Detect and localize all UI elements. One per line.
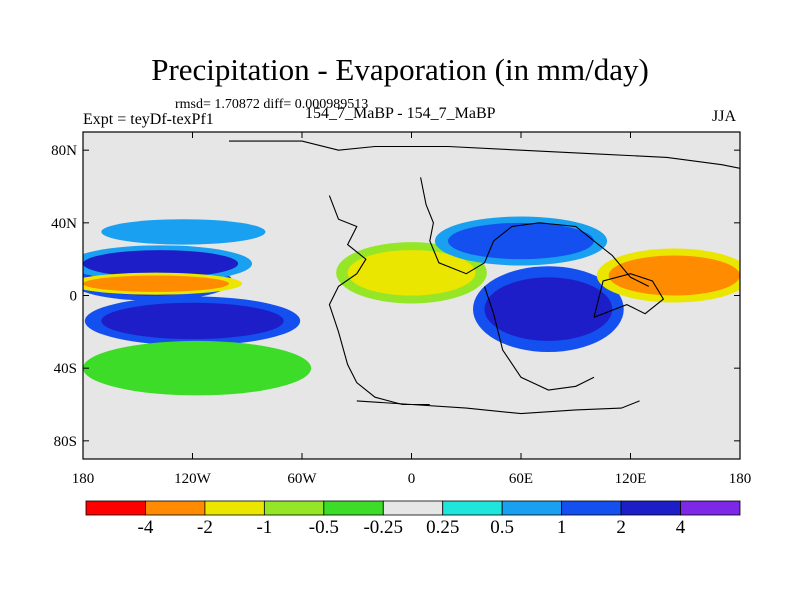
coastline-segment [593,273,665,318]
y-tick-label: 40S [54,361,77,377]
colorbar-label: -1 [256,517,273,538]
coastline-layer [229,140,740,415]
field-layer [83,132,740,459]
y-tick-label: 40N [51,216,77,232]
field-pacific-north-band [83,250,239,278]
colorbar-label: -4 [137,517,154,538]
y-tick-label: 0 [70,289,78,305]
colorbar-label: -2 [196,517,213,538]
colorbar-swatch [323,500,384,516]
axes-layer: 180 120W 60W 0 60E 120E 180 80N 40N 0 40S 80S [51,132,751,487]
field-southern-ocean-green [83,340,312,396]
colorbar-swatch [204,500,265,516]
colorbar [85,500,741,516]
colorbar-swatch [620,500,681,516]
x-tick-label: 60E [509,471,533,487]
field-continent-interior-dry [347,250,476,296]
field-west-pacific-dry [608,255,740,296]
colorbar-label: 0.5 [490,517,515,538]
stats-text: rmsd= 1.70872 diff= 0.000989513 [175,97,369,112]
chart-title: Precipitation - Evaporation (in mm/day) [151,52,649,87]
coastline-segment [229,140,740,169]
field-north-africa-wet [448,222,594,260]
colorbar-swatch [442,500,503,516]
experiment-label: Expt = teyDf-texPf1 [83,111,214,128]
colorbar-label: 0.25 [426,517,460,538]
y-tick-label: 80S [54,434,77,450]
coastline-segment [420,177,650,287]
x-tick-label: 180 [729,471,752,487]
x-tick-label: 60W [287,471,317,487]
run-label: 154_7_MaBP - 154_7_MaBP [305,105,496,122]
coastline-segment [356,400,640,415]
field-pacific-equatorial-dry [83,275,229,292]
field-pacific-north-cyan [101,219,266,245]
x-tick-label: 120W [174,471,212,487]
colorbar-label: 2 [616,517,626,538]
colorbar-label: -0.5 [308,517,339,538]
y-tick-label: 80N [51,143,77,159]
x-tick-label: 0 [408,471,416,487]
colorbar-swatch [501,500,563,516]
colorbar-label: -0.25 [363,517,404,538]
x-tick-label: 120E [615,471,647,487]
colorbar-label: 4 [675,517,686,538]
field-indian-monsoon-wet [484,277,613,341]
colorbar-swatch [382,500,444,516]
coastline-segment [328,195,430,406]
coastline-segment [483,286,595,391]
field-pacific-south-band [101,302,284,340]
colorbar-swatch [680,500,741,516]
colorbar-swatch [263,500,325,516]
season-label: JJA [712,108,737,125]
colorbar-swatch [145,500,206,516]
x-tick-label: 180 [72,471,95,487]
colorbar-swatch [85,500,146,516]
colorbar-label: 1 [556,517,567,538]
colorbar-swatch [561,500,622,516]
